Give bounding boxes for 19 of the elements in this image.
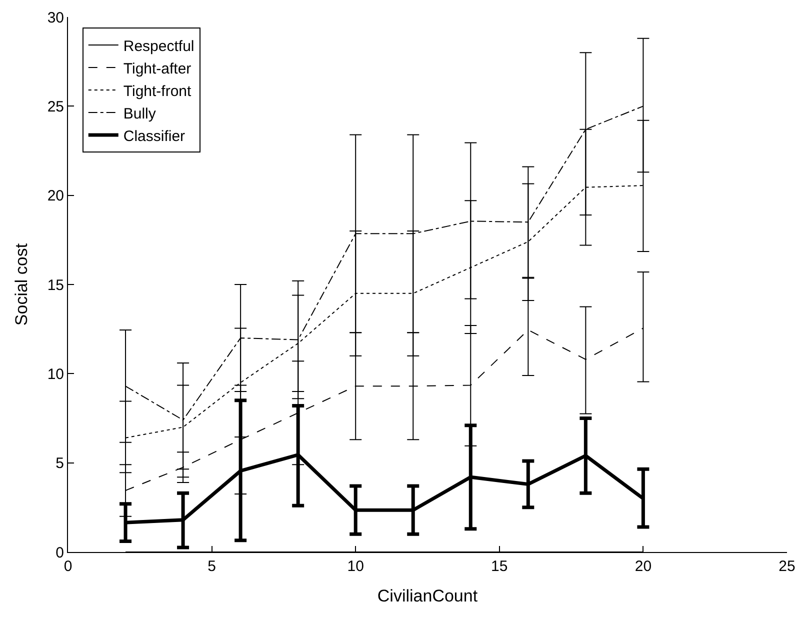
legend-label: Classifier — [123, 128, 186, 145]
legend-label: Bully — [123, 105, 156, 122]
x-tick-label: 25 — [778, 558, 796, 575]
y-tick-label: 25 — [47, 98, 64, 116]
x-tick-label: 10 — [347, 558, 364, 575]
x-tick-label: 20 — [634, 558, 652, 575]
legend-label: Tight-front — [123, 82, 192, 100]
y-tick-label: 10 — [47, 366, 64, 383]
legend-label: Respectful — [123, 38, 194, 55]
y-tick-label: 15 — [47, 276, 64, 294]
x-tick-label: 5 — [208, 558, 216, 575]
y-axis-title: Social cost — [12, 243, 31, 326]
x-tick-label: 15 — [491, 558, 508, 575]
x-axis-title: CivilianCount — [377, 586, 478, 606]
y-tick-label: 30 — [47, 9, 64, 26]
y-tick-label: 0 — [56, 544, 64, 562]
legend-label: Tight-after — [123, 60, 192, 78]
y-tick-label: 5 — [56, 455, 64, 472]
y-tick-label: 20 — [47, 188, 64, 205]
